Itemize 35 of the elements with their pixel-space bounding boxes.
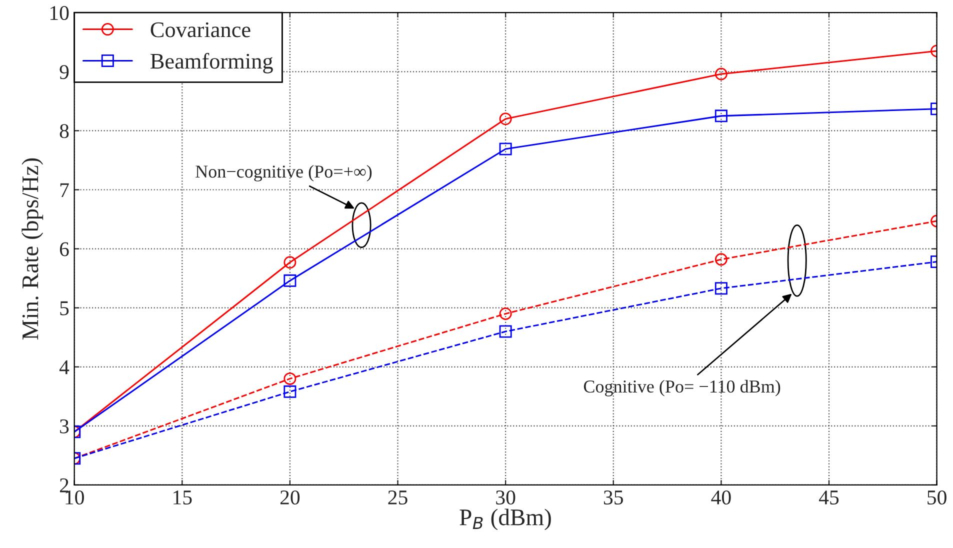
y-tick-label: 9 [60, 65, 69, 80]
y-tick-label: 4 [59, 360, 70, 374]
x-tick-label: 15 [174, 490, 192, 505]
annotation: Non−cognitive (Po=+∞) [196, 165, 372, 182]
point [284, 385, 296, 398]
y-axis-title: Min. Rate (bps/Hz) [22, 158, 44, 340]
x-axis-title: P$_{B}$ (dBm) [460, 508, 551, 530]
y-tick-label: 6 [60, 242, 69, 256]
point [499, 112, 512, 126]
point [714, 110, 728, 122]
x-tick-label: 35 [604, 490, 623, 505]
y-tick-label: 5 [60, 301, 69, 316]
y-tick-label: 2 [60, 478, 68, 492]
y-tick-label: 7 [60, 183, 69, 197]
annotation: Cognitive (Po= −110 dBm) [584, 380, 780, 396]
point [714, 282, 728, 295]
point [499, 307, 512, 320]
point [499, 142, 512, 156]
x-tick-label: 25 [388, 490, 408, 505]
legend-label: Covariance [150, 22, 250, 38]
point [499, 325, 512, 338]
x-tick-label: 45 [818, 490, 839, 505]
x-tick-label: 20 [280, 490, 300, 505]
y-tick-label: 10 [50, 6, 69, 20]
y-tick-label: 3 [60, 419, 69, 434]
y-tick-label: 8 [60, 124, 69, 138]
legend-label: Beamforming [150, 52, 273, 74]
point [284, 274, 296, 287]
x-tick-label: 50 [928, 490, 946, 505]
point [714, 68, 728, 80]
point [284, 372, 296, 385]
point [714, 253, 728, 266]
point [284, 256, 296, 269]
x-tick-label: 40 [711, 490, 731, 505]
x-tick-label: 30 [496, 490, 516, 505]
